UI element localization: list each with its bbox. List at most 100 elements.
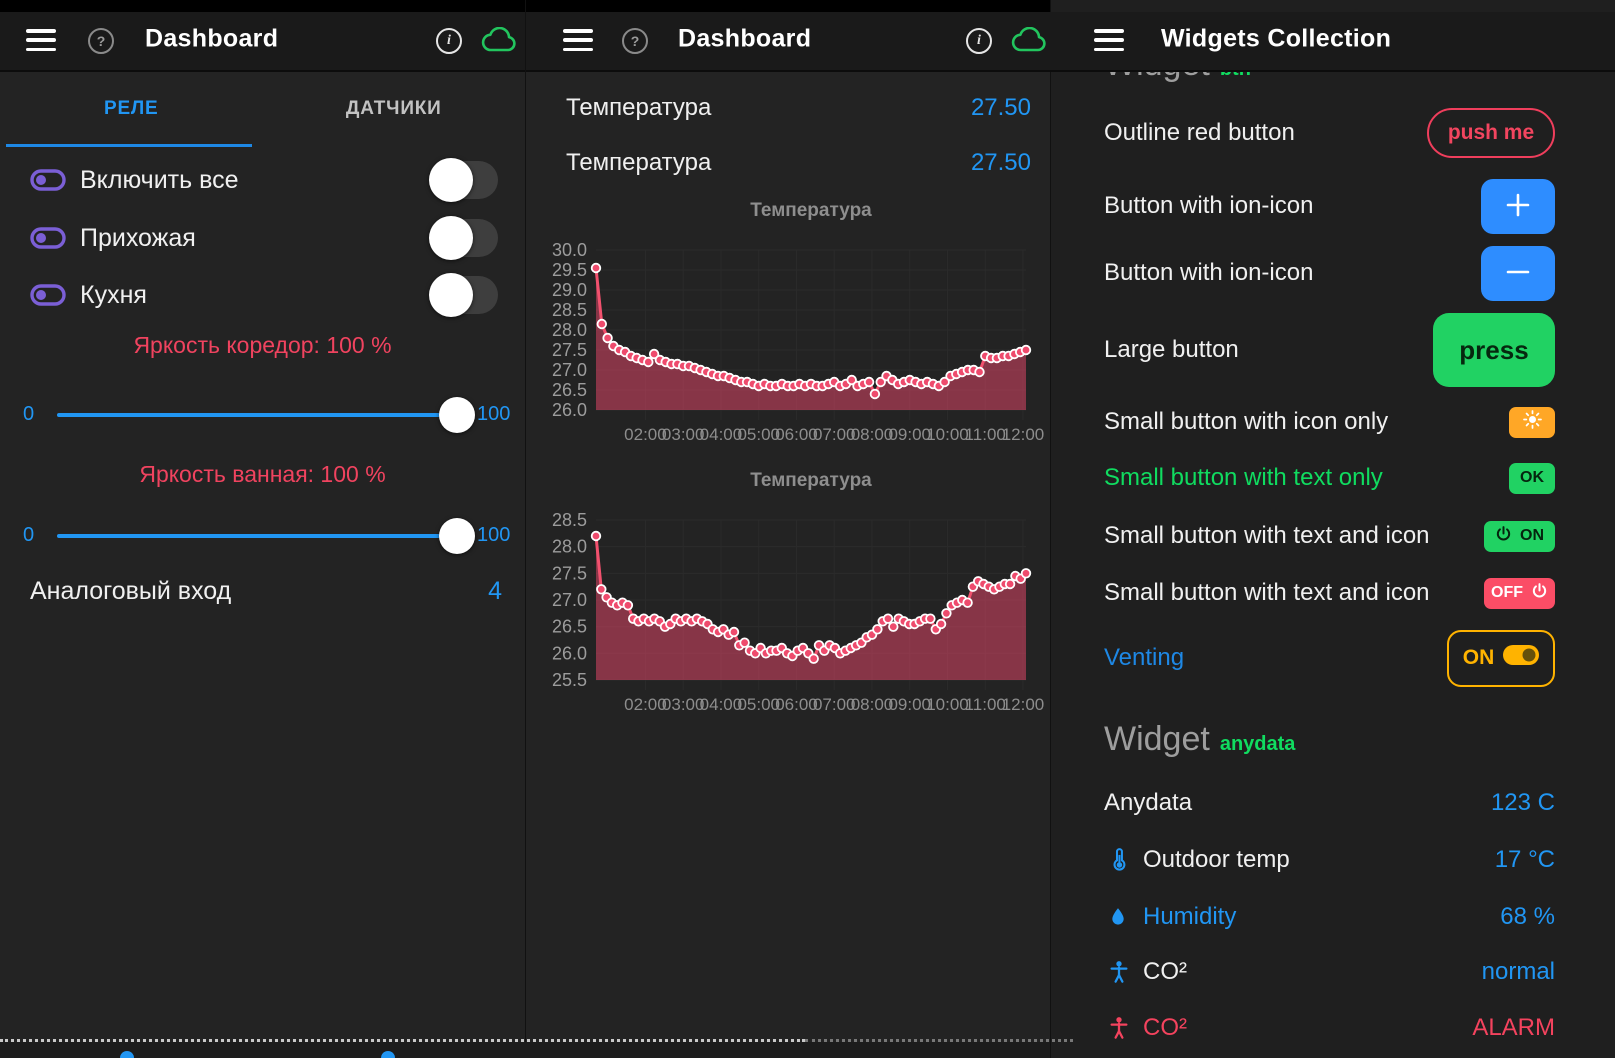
widget-label: Button with ion-icon bbox=[1104, 192, 1314, 219]
slider-max-label: 100 bbox=[477, 524, 511, 546]
sun-button[interactable] bbox=[1509, 406, 1555, 438]
data-label: Humidity bbox=[1143, 903, 1237, 930]
menu-icon[interactable] bbox=[1094, 29, 1124, 51]
data-value: 68 % bbox=[1500, 903, 1555, 930]
switch-row-hallway: Прихожая bbox=[0, 210, 525, 266]
reading-label: Температура bbox=[566, 149, 712, 176]
data-label: CO² bbox=[1143, 958, 1187, 985]
slider-min-label: 0 bbox=[23, 524, 35, 546]
power-icon bbox=[1531, 582, 1548, 604]
dotted-divider bbox=[0, 1039, 805, 1042]
section-title: Widget bbox=[1104, 72, 1210, 83]
panel-widgets-collection: Widgets Collection Widget btn Outline red… bbox=[1050, 0, 1615, 1058]
svg-text:03:00: 03:00 bbox=[662, 425, 705, 444]
switch-hallway[interactable] bbox=[429, 216, 498, 260]
help-icon[interactable]: ? bbox=[88, 28, 114, 54]
tab-sensors[interactable]: ДАТЧИКИ bbox=[345, 97, 442, 119]
temperature-row: Температура 27.50 bbox=[526, 135, 1051, 191]
data-label: Anydata bbox=[1104, 789, 1193, 816]
svg-text:07:00: 07:00 bbox=[813, 425, 856, 444]
button-text: ON bbox=[1520, 527, 1544, 544]
widget-row: Small button with text and icon OFF bbox=[1104, 565, 1555, 621]
widget-row: Button with ion-icon bbox=[1104, 178, 1555, 234]
svg-text:27.0: 27.0 bbox=[552, 360, 587, 380]
svg-text:26.0: 26.0 bbox=[552, 643, 587, 663]
svg-text:10:00: 10:00 bbox=[926, 695, 969, 714]
tab-relays[interactable]: РЕЛЕ bbox=[103, 97, 159, 119]
ok-button[interactable]: OK bbox=[1509, 462, 1555, 494]
toggle-on-icon bbox=[1503, 645, 1540, 671]
svg-text:09:00: 09:00 bbox=[888, 425, 931, 444]
venting-button[interactable]: ON bbox=[1447, 629, 1555, 687]
reading-label: Температура bbox=[566, 94, 712, 121]
chart-title: Температура bbox=[750, 470, 872, 491]
slider-knob[interactable] bbox=[439, 518, 475, 554]
analog-input-value: 4 bbox=[488, 577, 502, 605]
svg-text:28.0: 28.0 bbox=[552, 537, 587, 557]
page-title: Dashboard bbox=[678, 24, 812, 53]
widget-row: Small button with text and icon ON bbox=[1104, 508, 1555, 564]
svg-text:28.5: 28.5 bbox=[552, 300, 587, 320]
widget-label: Small button with text and icon bbox=[1104, 579, 1430, 606]
toggle-icon bbox=[30, 284, 66, 306]
svg-text:27.0: 27.0 bbox=[552, 590, 587, 610]
plus-button[interactable] bbox=[1481, 178, 1555, 234]
slider-label-bathroom: Яркость ванная: 100 % bbox=[139, 461, 386, 487]
widget-label: Button with ion-icon bbox=[1104, 259, 1314, 286]
chart-plot: 28.5 28.0 27.5 27.0 26.5 26.0 25.5 02:0003:0004… bbox=[552, 510, 1044, 714]
svg-text:09:00: 09:00 bbox=[888, 695, 931, 714]
widget-label: Small button with icon only bbox=[1104, 408, 1389, 435]
svg-text:30.0: 30.0 bbox=[552, 240, 587, 260]
power-icon bbox=[1495, 525, 1512, 547]
push-me-button[interactable]: push me bbox=[1427, 108, 1555, 158]
middle-header: ? Dashboard i bbox=[526, 12, 1051, 72]
bottom-edge-area bbox=[0, 1042, 1050, 1058]
data-value: 17 °C bbox=[1494, 846, 1555, 873]
on-button[interactable]: ON bbox=[1484, 520, 1555, 552]
slider-track[interactable] bbox=[57, 534, 470, 538]
cloud-icon bbox=[1010, 26, 1050, 60]
sun-icon bbox=[1522, 409, 1543, 435]
button-text: OFF bbox=[1491, 584, 1523, 601]
svg-text:28.0: 28.0 bbox=[552, 320, 587, 340]
data-row: CO² normal bbox=[1104, 944, 1555, 1000]
right-content: Widget btn Outline red button push me But… bbox=[1051, 72, 1615, 1058]
off-button[interactable]: OFF bbox=[1484, 577, 1555, 609]
cloud-icon bbox=[480, 26, 520, 60]
minus-icon bbox=[1504, 258, 1532, 289]
switch-all[interactable] bbox=[429, 158, 498, 202]
slider-knob[interactable] bbox=[439, 397, 475, 433]
widget-row: Small button with icon only bbox=[1104, 394, 1555, 450]
info-icon[interactable]: i bbox=[966, 28, 992, 54]
help-icon[interactable]: ? bbox=[622, 28, 648, 54]
menu-icon[interactable] bbox=[26, 29, 56, 51]
slider-track[interactable] bbox=[57, 413, 470, 417]
svg-text:08:00: 08:00 bbox=[851, 695, 894, 714]
svg-text:06:00: 06:00 bbox=[775, 695, 818, 714]
widget-label: Small button with text only bbox=[1104, 464, 1383, 491]
data-value: ALARM bbox=[1472, 1014, 1555, 1041]
switch-row-kitchen: Кухня bbox=[0, 267, 525, 323]
button-text: ON bbox=[1462, 646, 1495, 669]
slider-min-label: 0 bbox=[23, 403, 35, 425]
switch-row-all: Включить все bbox=[0, 152, 525, 208]
switch-kitchen[interactable] bbox=[429, 273, 498, 317]
reading-value: 27.50 bbox=[970, 149, 1031, 176]
press-button[interactable]: press bbox=[1433, 313, 1555, 387]
switch-label: Включить все bbox=[80, 165, 239, 194]
panel-dashboard-relays: ? Dashboard i РЕЛЕ ДАТЧИКИ Включить все bbox=[0, 0, 525, 1058]
person-icon bbox=[1108, 1016, 1130, 1040]
minus-button[interactable] bbox=[1481, 245, 1555, 301]
tab-bar: РЕЛЕ ДАТЧИКИ bbox=[0, 72, 525, 148]
info-icon[interactable]: i bbox=[436, 28, 462, 54]
widget-row: Large button press bbox=[1104, 312, 1555, 388]
widget-label: Venting bbox=[1104, 644, 1185, 671]
toggle-icon bbox=[30, 227, 66, 249]
svg-text:04:00: 04:00 bbox=[700, 425, 743, 444]
widget-label: Outline red button bbox=[1104, 119, 1295, 146]
svg-text:27.5: 27.5 bbox=[552, 340, 587, 360]
section-heading-btn-clipped: Widget btn bbox=[1104, 72, 1251, 87]
svg-text:25.5: 25.5 bbox=[552, 670, 587, 690]
menu-icon[interactable] bbox=[563, 29, 593, 51]
